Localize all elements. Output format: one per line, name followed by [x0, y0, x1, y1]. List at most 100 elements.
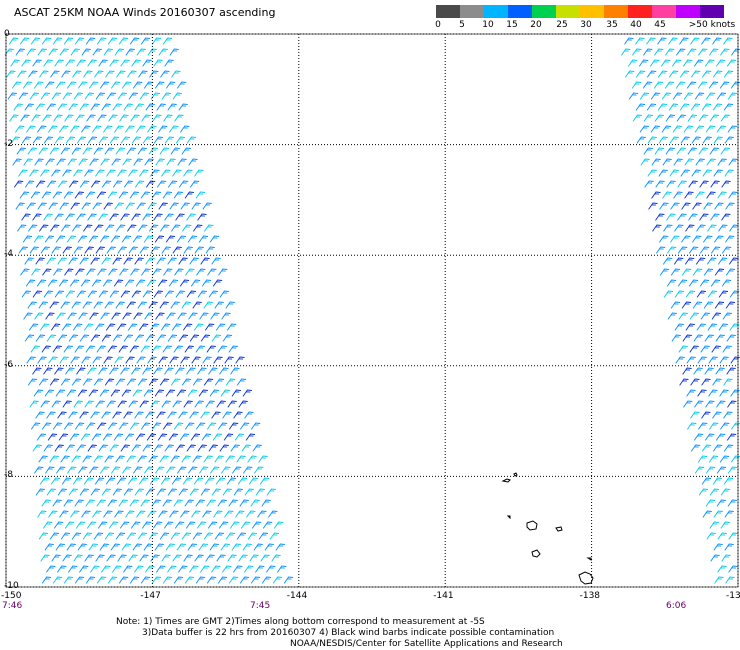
wind-barb — [121, 81, 132, 89]
wind-barb — [48, 202, 58, 210]
wind-barb — [253, 543, 263, 551]
wind-barb — [191, 202, 201, 210]
wind-barb — [116, 70, 126, 78]
wind-barb — [697, 356, 707, 364]
wind-barb — [207, 521, 218, 529]
wind-barb — [255, 565, 265, 573]
wind-barb — [74, 345, 84, 353]
wind-barb — [106, 246, 116, 254]
wind-barb — [696, 323, 706, 331]
wind-barb — [696, 290, 707, 298]
wind-barb — [197, 213, 207, 221]
wind-barb — [169, 48, 179, 56]
wind-barb — [716, 400, 726, 408]
wind-barb — [670, 268, 681, 276]
wind-barb — [178, 257, 188, 265]
wind-barb — [37, 48, 47, 56]
wind-barb — [652, 224, 662, 232]
wind-barb — [57, 257, 67, 265]
wind-barb — [682, 59, 693, 67]
wind-barb — [64, 114, 74, 122]
wind-barb — [723, 411, 733, 419]
wind-barb — [27, 301, 37, 309]
wind-barb — [60, 301, 70, 309]
wind-barb — [101, 411, 111, 419]
wind-barb — [49, 532, 60, 540]
wind-barb — [25, 279, 36, 287]
legend-swatch — [652, 5, 676, 18]
wind-barb — [46, 565, 56, 573]
wind-barb — [720, 422, 730, 430]
wind-barb — [54, 290, 64, 298]
wind-barb — [181, 532, 192, 540]
wind-barb — [196, 521, 207, 529]
wind-barb — [141, 114, 151, 122]
wind-barb — [29, 169, 39, 177]
wind-barb — [189, 257, 199, 265]
wind-barb — [52, 345, 62, 353]
wind-barb — [40, 92, 50, 100]
wind-barb — [66, 543, 76, 551]
wind-barb — [151, 576, 162, 584]
wind-barb — [104, 455, 114, 463]
wind-barb — [690, 411, 700, 419]
wind-barb — [168, 433, 179, 441]
wind-barb — [695, 158, 705, 166]
wind-barb — [108, 114, 118, 122]
wind-barb — [704, 433, 715, 441]
wind-barb — [153, 213, 163, 221]
wind-barb — [140, 422, 151, 430]
wind-barb — [39, 224, 49, 232]
wind-barb — [244, 488, 254, 496]
wind-barb — [258, 532, 269, 540]
wind-barb — [145, 257, 155, 265]
wind-barb — [122, 158, 132, 166]
wind-barb — [60, 147, 70, 155]
wind-barb — [659, 202, 669, 210]
wind-barb — [705, 125, 715, 133]
wind-barb — [135, 433, 146, 441]
wind-barb — [138, 70, 148, 78]
wind-barb — [52, 499, 62, 507]
wind-barb — [120, 367, 130, 375]
wind-barb — [189, 565, 199, 573]
wind-barb — [133, 466, 143, 474]
wind-barb — [83, 323, 94, 331]
wind-barb — [56, 312, 66, 320]
wind-barb — [26, 202, 36, 210]
wind-barb — [70, 202, 80, 210]
wind-barb — [710, 180, 720, 188]
wind-barb — [140, 37, 151, 45]
wind-barb — [689, 312, 699, 320]
wind-barb — [666, 180, 676, 188]
wind-barb — [118, 191, 128, 199]
wind-barb — [107, 499, 117, 507]
wind-barb — [728, 191, 738, 199]
wind-barb — [701, 70, 712, 78]
wind-barb — [23, 158, 33, 166]
wind-barb — [129, 37, 140, 45]
wind-barb — [727, 125, 737, 133]
wind-barb — [668, 70, 679, 78]
wind-barb — [58, 279, 69, 287]
wind-barb — [183, 246, 193, 254]
wind-barb — [651, 191, 661, 199]
wind-barb — [68, 334, 79, 342]
wind-barb — [105, 70, 115, 78]
wind-barb — [674, 290, 685, 298]
wind-barb — [9, 114, 19, 122]
wind-barb — [66, 235, 77, 243]
wind-barb — [651, 158, 661, 166]
wind-barb — [678, 345, 688, 353]
wind-barb — [35, 488, 45, 496]
wind-barb — [242, 389, 252, 397]
wind-barb — [722, 345, 732, 353]
wind-barb — [632, 114, 642, 122]
wind-barb — [143, 389, 153, 397]
wind-barb — [678, 312, 688, 320]
wind-barb — [683, 400, 693, 408]
wind-barb — [209, 543, 219, 551]
wind-barb — [698, 147, 708, 155]
wind-barb — [657, 70, 668, 78]
wind-barb — [254, 466, 264, 474]
